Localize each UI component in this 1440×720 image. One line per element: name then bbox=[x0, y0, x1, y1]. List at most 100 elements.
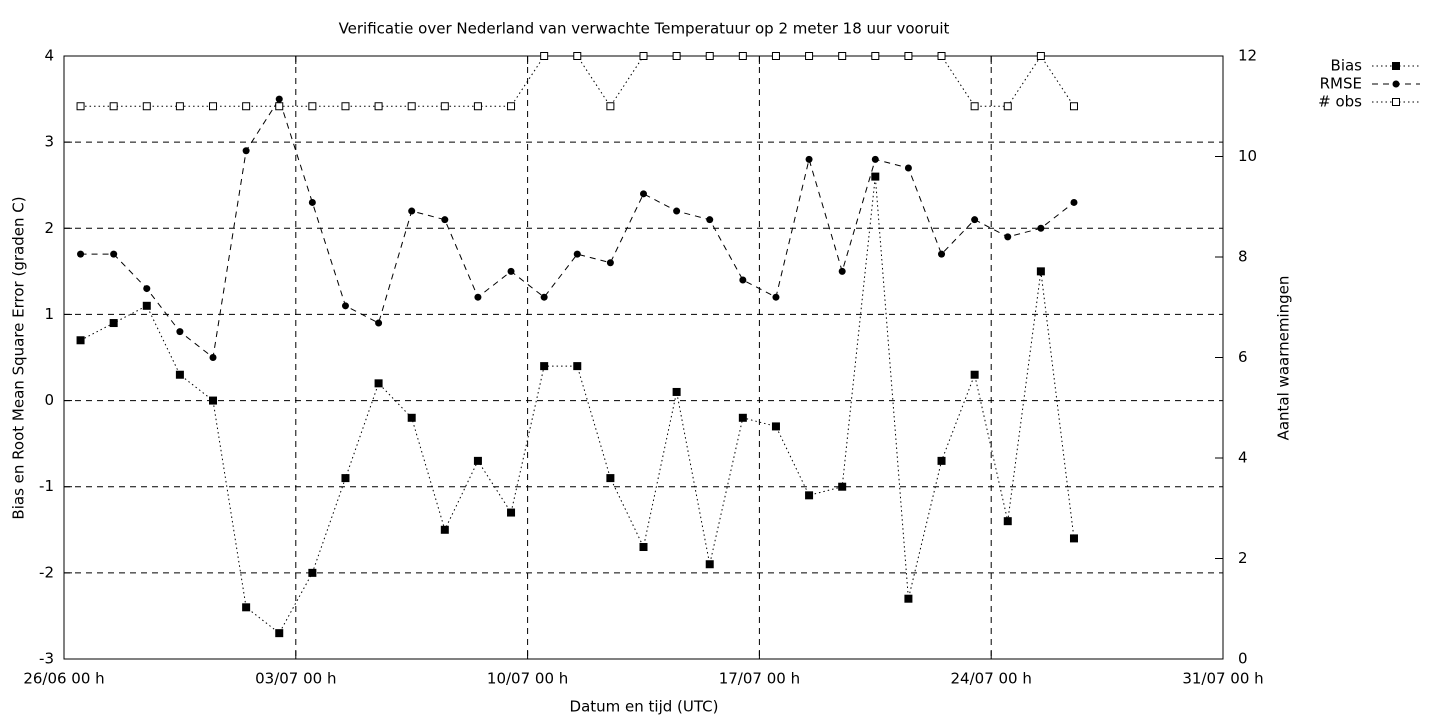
y-tick-label: 2 bbox=[44, 219, 54, 237]
x-axis-label: Datum en tijd (UTC) bbox=[570, 698, 719, 716]
legend-marker bbox=[1392, 80, 1400, 88]
point bbox=[308, 102, 317, 111]
point bbox=[341, 474, 350, 483]
point bbox=[771, 422, 780, 431]
point bbox=[275, 95, 283, 103]
y-tick-label: -1 bbox=[39, 477, 54, 495]
point bbox=[175, 102, 184, 111]
point bbox=[738, 52, 747, 60]
point bbox=[805, 491, 814, 500]
legend-label: Bias bbox=[1331, 57, 1363, 75]
point bbox=[573, 52, 582, 60]
point bbox=[938, 250, 946, 258]
point bbox=[739, 276, 747, 284]
point bbox=[639, 543, 648, 552]
point bbox=[341, 102, 350, 111]
point bbox=[838, 267, 846, 275]
point bbox=[540, 293, 548, 301]
point bbox=[937, 456, 946, 465]
point bbox=[474, 293, 482, 301]
point bbox=[606, 474, 615, 483]
point bbox=[209, 102, 218, 111]
y-tick-label: -2 bbox=[39, 563, 54, 581]
x-tick-label: 31/07 00 h bbox=[1182, 670, 1263, 688]
point bbox=[407, 102, 416, 111]
point bbox=[1037, 224, 1045, 232]
point bbox=[706, 216, 714, 224]
point bbox=[142, 102, 151, 111]
point bbox=[1036, 52, 1045, 60]
point bbox=[805, 155, 813, 163]
point bbox=[904, 52, 913, 60]
y-tick-label: 0 bbox=[44, 391, 54, 409]
point bbox=[275, 102, 284, 111]
x-tick-label: 03/07 00 h bbox=[255, 670, 336, 688]
y2-tick-label: 6 bbox=[1238, 348, 1248, 366]
point bbox=[639, 52, 648, 60]
x-tick-label: 10/07 00 h bbox=[487, 670, 568, 688]
point bbox=[705, 560, 714, 569]
point bbox=[1036, 267, 1045, 276]
point bbox=[1003, 517, 1012, 526]
point bbox=[738, 413, 747, 422]
point bbox=[109, 319, 118, 328]
legend-marker bbox=[1392, 62, 1400, 70]
y2-tick-label: 2 bbox=[1238, 549, 1248, 567]
legend-label: # obs bbox=[1318, 93, 1362, 111]
point bbox=[1069, 102, 1078, 111]
point bbox=[1069, 534, 1078, 543]
point bbox=[76, 102, 85, 111]
point bbox=[1003, 102, 1012, 111]
point bbox=[871, 52, 880, 60]
point bbox=[606, 102, 615, 111]
point bbox=[441, 216, 449, 224]
y2-tick-label: 12 bbox=[1238, 47, 1257, 65]
point bbox=[771, 52, 780, 60]
point bbox=[970, 370, 979, 379]
point bbox=[440, 525, 449, 534]
point bbox=[473, 102, 482, 111]
point bbox=[275, 629, 284, 638]
point bbox=[374, 379, 383, 388]
point bbox=[507, 267, 515, 275]
y-tick-label: 3 bbox=[44, 133, 54, 151]
point bbox=[705, 52, 714, 60]
point bbox=[209, 396, 218, 405]
point bbox=[838, 482, 847, 491]
x-tick-label: 26/06 00 h bbox=[23, 670, 104, 688]
point bbox=[772, 293, 780, 301]
point bbox=[242, 603, 251, 612]
point bbox=[640, 190, 647, 198]
point bbox=[175, 370, 184, 379]
point bbox=[176, 328, 184, 336]
point bbox=[540, 52, 549, 60]
point bbox=[1070, 198, 1078, 206]
point bbox=[805, 52, 814, 60]
point bbox=[440, 102, 449, 111]
point bbox=[341, 302, 349, 310]
point bbox=[673, 207, 681, 215]
y2-axis-label: Aantal waarnemingen bbox=[1275, 276, 1293, 441]
point bbox=[904, 594, 913, 603]
point bbox=[606, 259, 614, 267]
point bbox=[142, 301, 151, 310]
point bbox=[408, 207, 416, 215]
point bbox=[937, 52, 946, 60]
point bbox=[242, 147, 250, 155]
x-tick-label: 24/07 00 h bbox=[951, 670, 1032, 688]
point bbox=[407, 413, 416, 422]
point bbox=[308, 198, 316, 206]
point bbox=[672, 387, 681, 396]
y-tick-label: -3 bbox=[39, 650, 54, 668]
point bbox=[143, 285, 151, 293]
point bbox=[672, 52, 681, 60]
point bbox=[507, 508, 516, 517]
point bbox=[971, 216, 979, 224]
legend-label: RMSE bbox=[1320, 75, 1362, 93]
point bbox=[374, 102, 383, 111]
y2-tick-label: 10 bbox=[1238, 147, 1257, 165]
point bbox=[871, 172, 880, 181]
point bbox=[110, 250, 118, 258]
